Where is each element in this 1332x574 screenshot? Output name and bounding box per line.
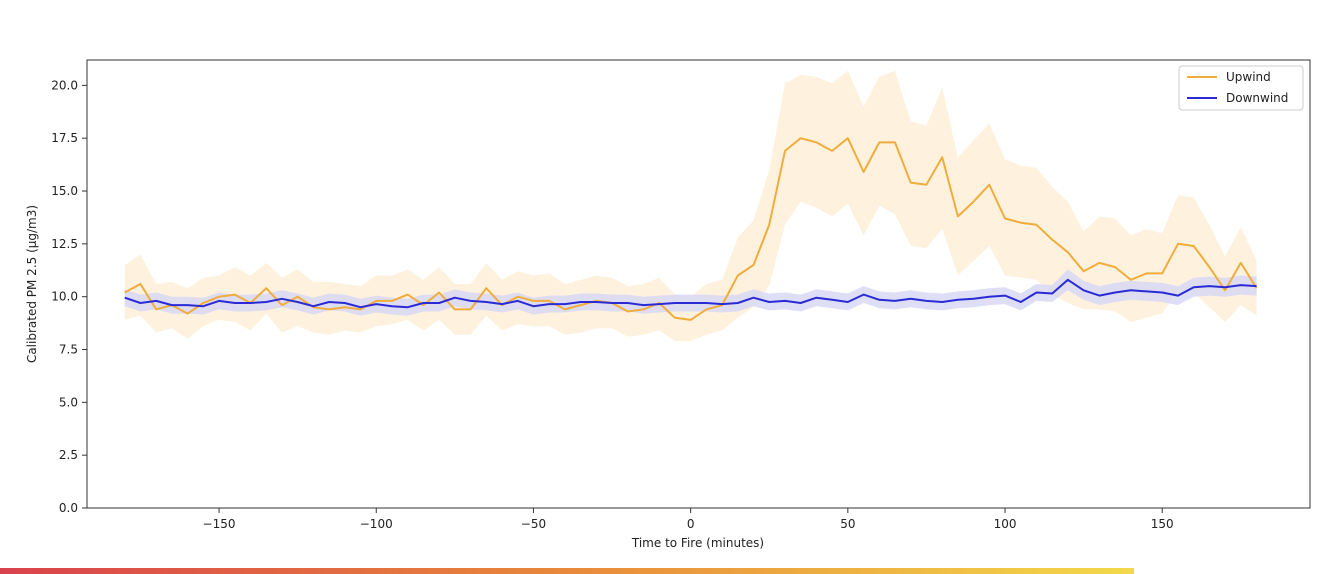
series-line-downwind: [124, 278, 1257, 309]
x-tick-label: −100: [360, 517, 393, 531]
legend-label-upwind: Upwind: [1226, 70, 1271, 84]
y-tick-label: 15.0: [51, 184, 78, 198]
y-tick-label: 20.0: [51, 78, 78, 92]
y-tick-label: 7.5: [59, 343, 78, 357]
x-tick-label: 100: [994, 517, 1017, 531]
y-tick-label: 0.0: [59, 501, 78, 515]
legend: Upwind Downwind: [1178, 65, 1304, 111]
x-tick-label: −150: [203, 517, 236, 531]
x-axis-label: Time to Fire (minutes): [631, 536, 764, 550]
confidence-band-downwind: [124, 269, 1257, 316]
x-tick-label: 0: [687, 517, 695, 531]
x-tick-label: 50: [840, 517, 855, 531]
series-line-upwind: [124, 137, 1258, 321]
x-axis: −150 −100 −50 0 50 100 150: [203, 508, 1174, 531]
y-tick-label: 17.5: [51, 131, 78, 145]
y-tick-label: 12.5: [51, 237, 78, 251]
series-layer: [124, 70, 1258, 342]
confidence-band-upwind: [124, 70, 1257, 342]
y-tick-label: 5.0: [59, 395, 78, 409]
y-tick-label: 2.5: [59, 448, 78, 462]
x-tick-label: 150: [1151, 517, 1174, 531]
plot-area: [86, 59, 1311, 509]
y-axis: 0.0 2.5 5.0 7.5 10.0 12.5 15.0 17.5 20.0: [51, 78, 87, 515]
y-tick-label: 10.0: [51, 290, 78, 304]
decorative-gradient-bar: [0, 568, 1134, 574]
y-axis-label: Calibrated PM 2.5 (µg/m3): [25, 205, 39, 363]
legend-label-downwind: Downwind: [1226, 91, 1288, 105]
x-tick-label: −50: [521, 517, 546, 531]
